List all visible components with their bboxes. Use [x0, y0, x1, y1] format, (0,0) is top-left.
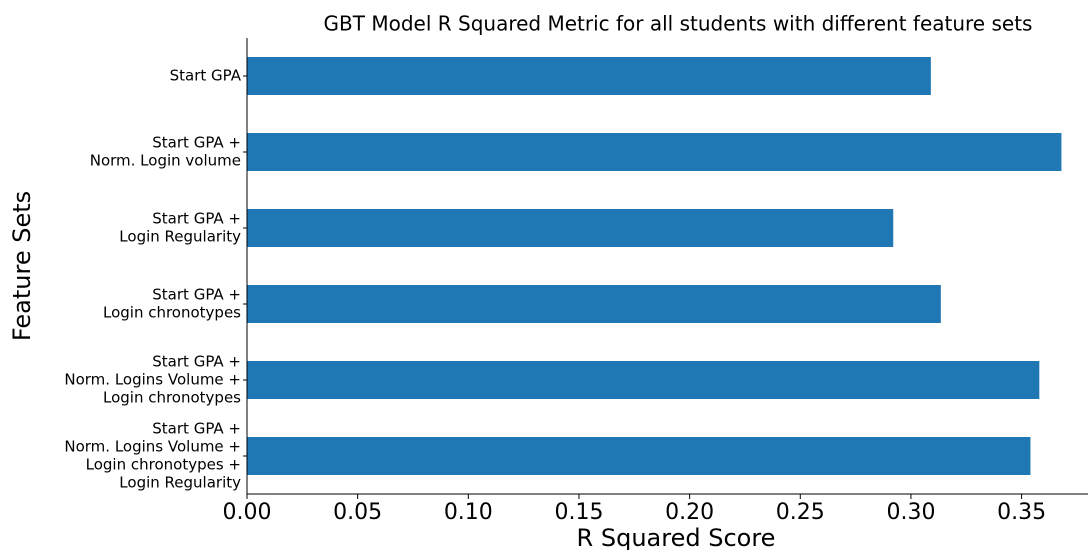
bar: [247, 285, 941, 323]
y-tick-label: Start GPA +: [152, 134, 241, 152]
bar: [247, 57, 931, 95]
x-tick-label: 0.10: [444, 500, 493, 525]
y-tick-label: Start GPA +: [152, 420, 241, 438]
chart-title: GBT Model R Squared Metric for all stude…: [324, 12, 1033, 36]
y-tick-label: Start GPA: [170, 67, 242, 85]
y-tick-label: Start GPA +: [152, 210, 241, 228]
y-axis-label: Feature Sets: [8, 191, 36, 341]
y-tick-label: Login Regularity: [119, 228, 241, 246]
x-tick-label: 0.15: [554, 500, 603, 525]
x-axis-label: R Squared Score: [577, 524, 776, 550]
y-tick-label: Login chronotypes: [103, 304, 241, 322]
x-tick-label: 0.35: [997, 500, 1046, 525]
y-tick-label: Start GPA +: [152, 353, 241, 371]
y-tick-label: Login chronotypes +: [86, 456, 241, 474]
bar: [247, 437, 1031, 475]
x-tick-label: 0.05: [333, 500, 382, 525]
x-tick-label: 0.20: [665, 500, 714, 525]
y-tick-label: Norm. Logins Volume +: [64, 438, 241, 456]
y-tick-label: Login chronotypes: [103, 389, 241, 407]
x-tick-label: 0.00: [223, 500, 272, 525]
y-tick-label: Login Regularity: [119, 474, 241, 492]
y-tick-label: Norm. Login volume: [90, 152, 241, 170]
bar: [247, 209, 894, 247]
x-tick-label: 0.25: [776, 500, 825, 525]
x-tick-label: 0.30: [886, 500, 935, 525]
bar: [247, 133, 1062, 171]
y-tick-label: Start GPA +: [152, 286, 241, 304]
bar: [247, 361, 1040, 399]
y-tick-label: Norm. Logins Volume +: [64, 371, 241, 389]
